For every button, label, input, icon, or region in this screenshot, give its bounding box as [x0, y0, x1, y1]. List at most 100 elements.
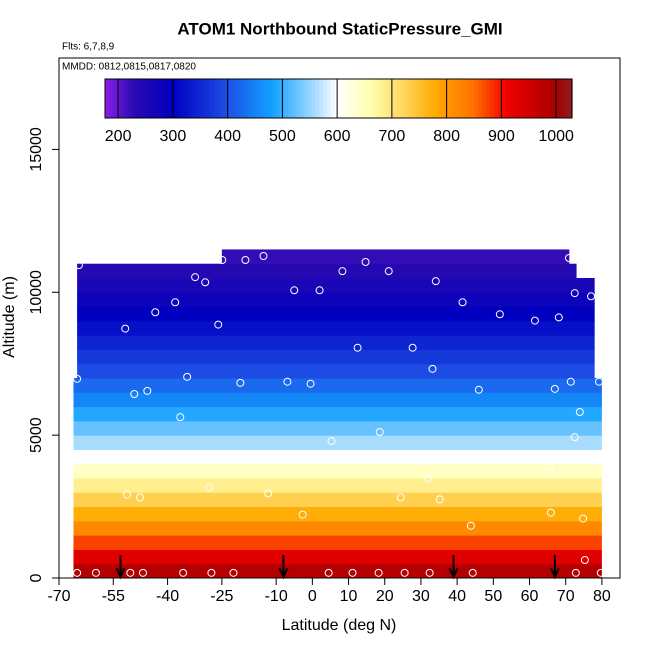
colorbar-tick-label: 400	[214, 128, 241, 145]
flight-point	[91, 568, 100, 577]
annotation: MMDD: 0812,0815,0817,0820	[62, 62, 196, 73]
colorbar-slice	[369, 79, 375, 118]
heat-cell	[77, 363, 595, 379]
flight-point	[315, 286, 324, 295]
flight-point	[554, 313, 563, 322]
arrow-head	[448, 567, 459, 580]
flight-point	[575, 408, 584, 416]
colorbar-slice	[213, 79, 219, 118]
colorbar-slice	[217, 79, 223, 118]
colorbar-slice	[229, 79, 235, 118]
x-tick-label: -70	[47, 588, 70, 605]
heat-cell	[77, 263, 577, 279]
flight-point	[396, 493, 405, 502]
colorbar-slice	[210, 79, 215, 118]
flight-point	[546, 508, 555, 517]
flight-point	[218, 256, 227, 264]
y-tick-label: 10000	[28, 270, 45, 315]
colorbar-slice	[373, 79, 379, 118]
colorbar-tick-label: 600	[324, 128, 351, 145]
x-axis-label: Latitude (deg N)	[282, 617, 397, 634]
colorbar-slice	[517, 79, 523, 118]
colorbar-slice	[120, 79, 126, 118]
flight-point	[570, 433, 579, 442]
flight-point	[73, 374, 82, 383]
colorbar-tick-label: 700	[379, 128, 406, 145]
x-tick-label: -55	[102, 588, 125, 605]
flight-point	[241, 256, 250, 264]
flight-point	[290, 286, 299, 295]
colorbar-slice	[116, 79, 122, 118]
colorbar-slice	[241, 79, 246, 118]
colorbar-slice	[486, 79, 491, 118]
heat-cell	[73, 463, 602, 479]
arrow-head	[278, 567, 289, 580]
flight-point	[201, 278, 210, 287]
heat-cell	[73, 420, 602, 436]
flight-point	[566, 377, 575, 386]
heat-cell	[73, 478, 602, 493]
colorbar-slice	[151, 79, 157, 118]
x-tick-label: 20	[376, 588, 394, 605]
flight-point	[264, 489, 273, 498]
x-tick-label: 10	[340, 588, 358, 605]
colorbar-slice	[400, 79, 406, 118]
colorbar-slice	[147, 79, 153, 118]
colorbar-slice	[470, 79, 476, 118]
flight-point	[214, 320, 223, 329]
heat-cell	[77, 349, 595, 365]
colorbar-slice	[330, 79, 336, 118]
flight-point	[428, 364, 437, 373]
flight-point	[431, 277, 440, 286]
colorbar-slice	[544, 79, 550, 118]
colorbar-slice	[264, 79, 270, 118]
flight-point	[550, 384, 559, 393]
colorbar-slice	[175, 79, 180, 118]
axes: -70 -55 -40 -25 -10 0 10 20 30 40 50 60 70 8005000100…	[28, 127, 611, 605]
flight-point	[587, 292, 596, 301]
colorbar-slice	[498, 79, 503, 118]
colorbar-slice	[311, 79, 316, 118]
flight-point	[324, 568, 333, 577]
y-axis-label: Altitude (m)	[1, 276, 18, 358]
heat-cell	[77, 292, 595, 308]
colorbar-slice	[404, 79, 410, 118]
colorbar-slice	[198, 79, 203, 118]
colorbar-tick-label: 1000	[538, 128, 574, 145]
heat-cell	[73, 378, 602, 393]
colorbar-slice	[552, 79, 558, 118]
chart-title: ATOM1 Northbound StaticPressure_GMI	[177, 19, 502, 38]
colorbar-tick-label: 800	[433, 128, 460, 145]
colorbar-slice	[248, 79, 254, 118]
flight-point	[596, 568, 605, 577]
flight-point	[570, 289, 579, 298]
colorbar-slice	[346, 79, 351, 118]
colorbar-slice	[533, 79, 538, 118]
flight-point	[74, 261, 83, 270]
flight-point	[205, 483, 214, 492]
x-tick-label: 30	[412, 588, 430, 605]
arrow	[278, 555, 289, 580]
colorbar-slice	[451, 79, 456, 118]
colorbar-slice	[365, 79, 371, 118]
colorbar-slice	[295, 79, 301, 118]
colorbar-slice	[171, 79, 176, 118]
flight-point	[171, 298, 180, 307]
arrow-head	[549, 567, 560, 580]
flight-point	[236, 378, 245, 387]
colorbar-slice	[303, 79, 308, 118]
colorbar-slice	[276, 79, 281, 118]
flight-point	[229, 568, 238, 577]
colorbar-slice	[490, 79, 495, 118]
colorbar-slice	[474, 79, 480, 118]
colorbar-slice	[136, 79, 141, 118]
colorbar-slice	[354, 79, 359, 118]
colorbar-slice	[482, 79, 487, 118]
heat-cell	[73, 492, 602, 508]
flight-point	[207, 568, 216, 577]
colorbar-slice	[459, 79, 464, 118]
x-tick-label: 40	[448, 588, 466, 605]
colorbar-slice	[350, 79, 355, 118]
colorbar-slice	[540, 79, 546, 118]
colorbar-slice	[568, 79, 573, 118]
